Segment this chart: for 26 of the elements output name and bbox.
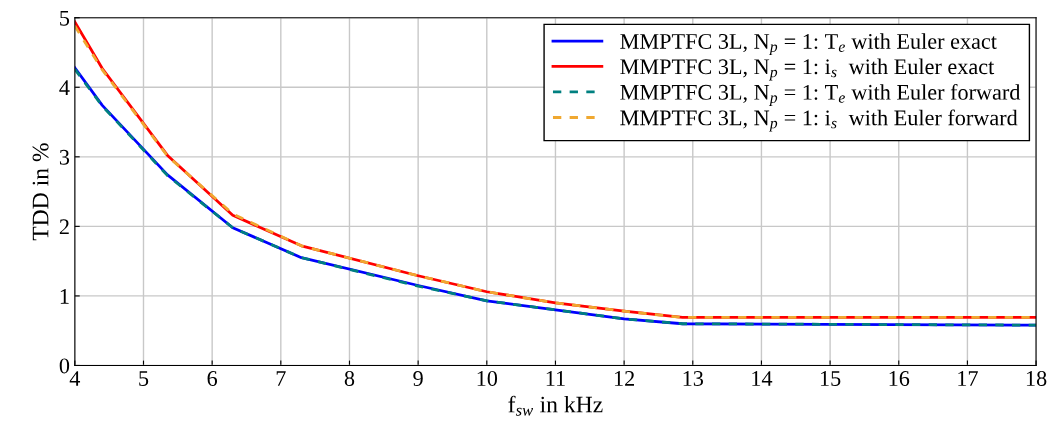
x-tick-label: 10 [477,370,498,386]
x-tick-label: 18 [1026,370,1047,386]
legend-label: MMPTFC 3L, N$_{p}$ = 1: T$_{e}$ with Euler forward [620,83,1021,106]
x-tick-label: 12 [614,371,634,386]
x-tick-label: 5 [139,371,149,386]
x-axis-title: f$_{sw}$ in kHz [508,395,603,416]
legend-label: MMPTFC 3L, N$_{p}$ = 1: i$_{s}$ with Euler exact [620,58,995,81]
x-tick-label: 15 [820,371,841,386]
x-tick-label: 16 [889,371,910,386]
x-tick-label: 8 [344,370,355,386]
x-tick-label: 11 [546,371,565,386]
y-tick-label: 2 [59,219,69,235]
legend-label: MMPTFC 3L, N$_{p}$ = 1: T$_{e}$ with Euler exact [620,33,997,56]
y-tick-label: 0 [59,358,70,374]
y-axis-title: TDD in % [32,143,49,241]
x-tick-label: 14 [752,371,773,386]
x-tick-label: 9 [413,371,423,386]
legend-label: MMPTFC 3L, N$_{p}$ = 1: i$_{s}$ with Euler forward [620,109,1018,132]
y-tick-label: 5 [60,10,70,26]
x-tick-label: 13 [683,371,704,386]
x-tick-label: 17 [958,371,978,386]
x-tick-label: 6 [207,371,218,386]
x-tick-label: 7 [276,371,286,386]
y-tick-label: 1 [60,288,69,304]
y-tick-label: 3 [59,149,70,165]
y-tick-label: 4 [59,80,70,95]
